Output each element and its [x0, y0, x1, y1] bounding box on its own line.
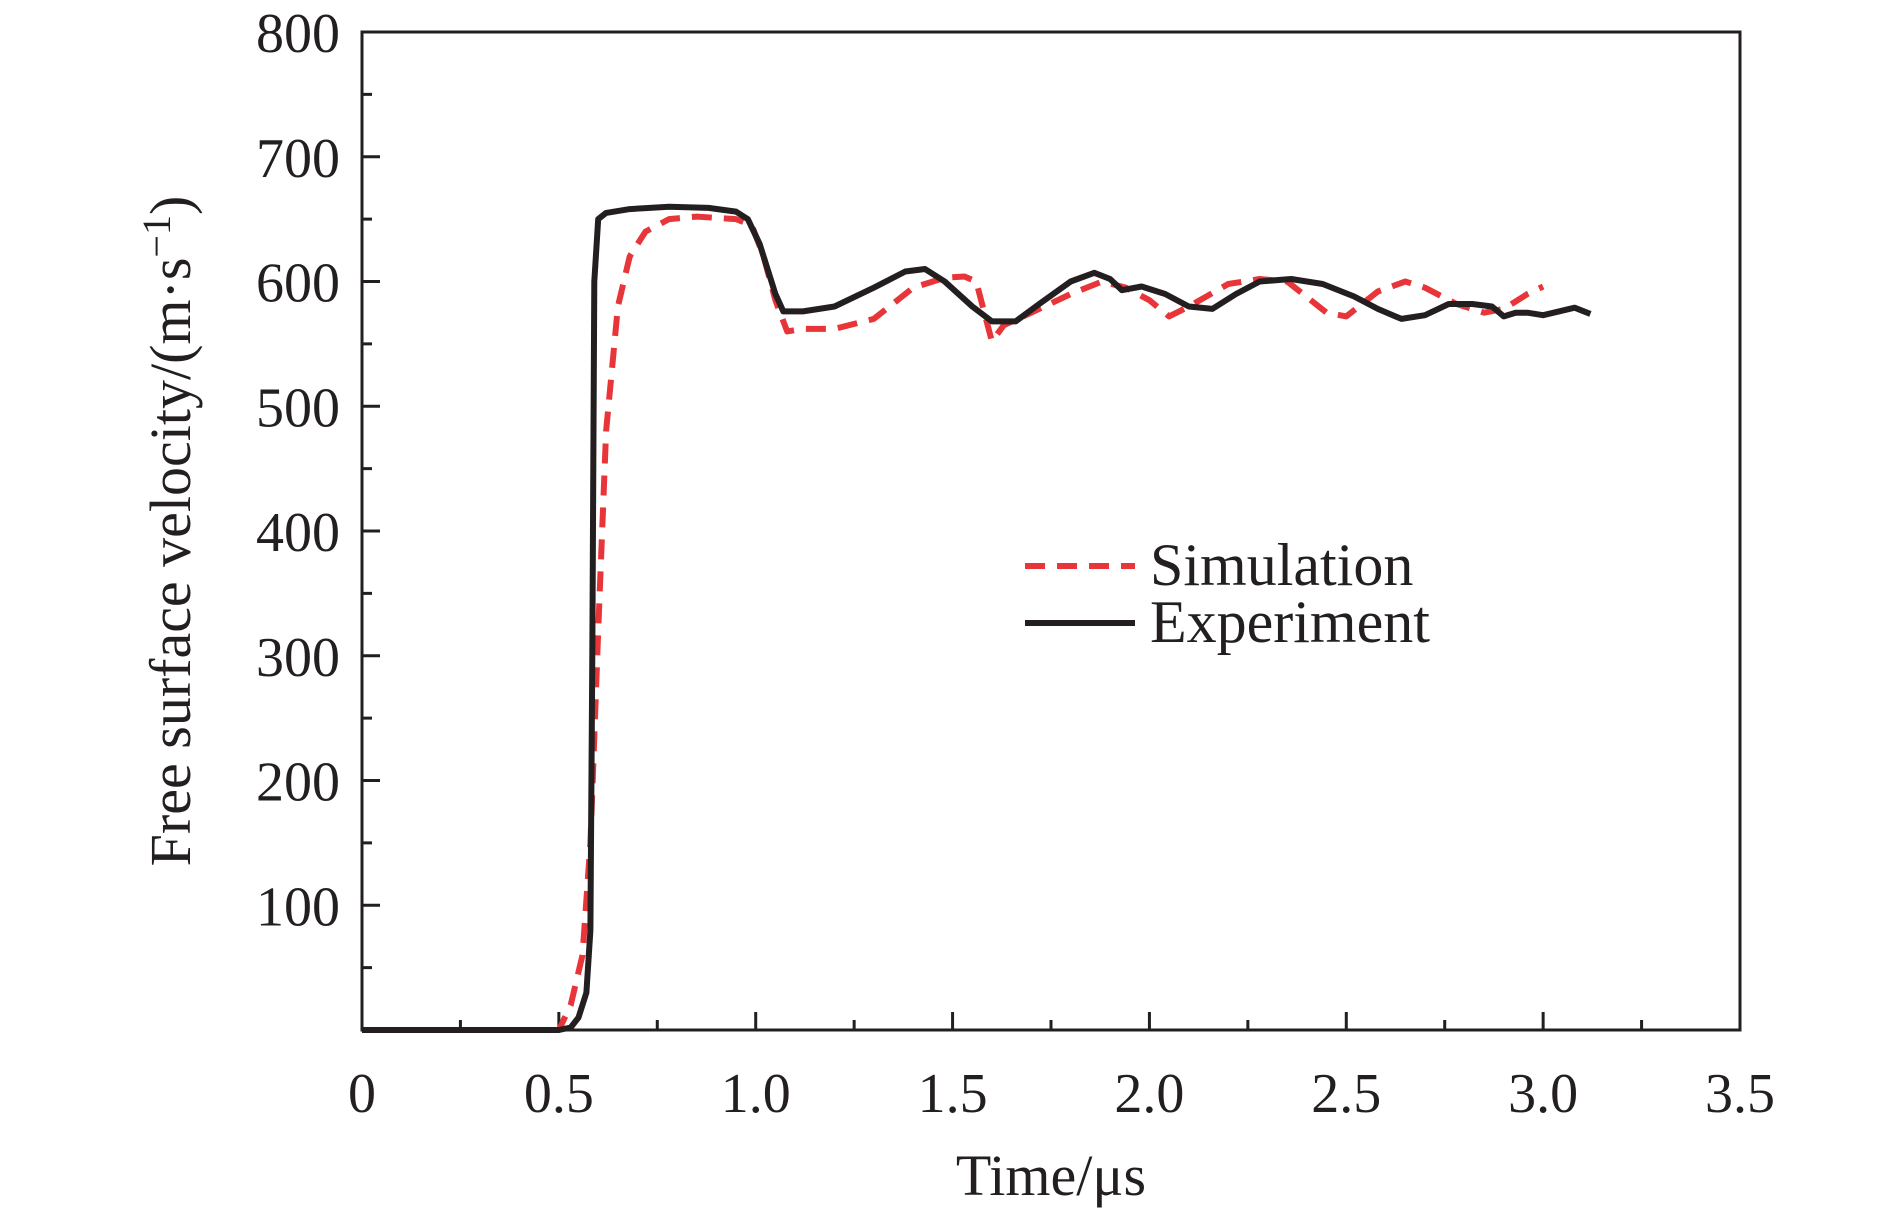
x-axis-title: Time/μs — [956, 1143, 1146, 1208]
y-tick-label: 700 — [256, 128, 340, 190]
plot-frame — [360, 30, 1742, 1032]
series-line-simulation — [362, 213, 1545, 1033]
y-tick-label: 100 — [256, 876, 340, 938]
legend-label-experiment: Experiment — [1150, 589, 1430, 655]
x-tick-label: 0 — [348, 1063, 376, 1125]
y-tick-labels: 100 200 300 400 500 600 700 800 — [256, 3, 340, 938]
axis-ticks — [360, 30, 1742, 1032]
y-tick-label: 300 — [256, 627, 340, 689]
x-tick-label: 2.5 — [1311, 1063, 1381, 1125]
y-tick-label: 500 — [256, 377, 340, 439]
x-tick-label: 3.5 — [1705, 1063, 1775, 1125]
y-tick-label: 200 — [256, 752, 340, 814]
y-axis-title-superscript: −1 — [134, 215, 179, 258]
y-tick-label: 400 — [256, 502, 340, 564]
y-tick-label: 600 — [256, 253, 340, 315]
y-axis-title-main: Free surface velocity/(m·s — [138, 258, 203, 867]
series-layer — [362, 203, 1592, 1033]
series-line-experiment — [362, 203, 1592, 1033]
legend-label-simulation: Simulation — [1150, 532, 1413, 598]
x-tick-label: 1.5 — [918, 1063, 988, 1125]
y-axis-title: Free surface velocity/(m·s−1) — [134, 196, 203, 867]
x-tick-label: 2.0 — [1114, 1063, 1184, 1125]
x-tick-labels: 0 0.5 1.0 1.5 2.0 2.5 3.0 3.5 — [348, 1063, 1775, 1125]
x-tick-label: 1.0 — [721, 1063, 791, 1125]
x-tick-label: 0.5 — [524, 1063, 594, 1125]
y-tick-label: 800 — [256, 3, 340, 65]
x-tick-label: 3.0 — [1508, 1063, 1578, 1125]
legend: Simulation Experiment — [1025, 532, 1430, 655]
y-axis-title-suffix: ) — [138, 196, 203, 215]
